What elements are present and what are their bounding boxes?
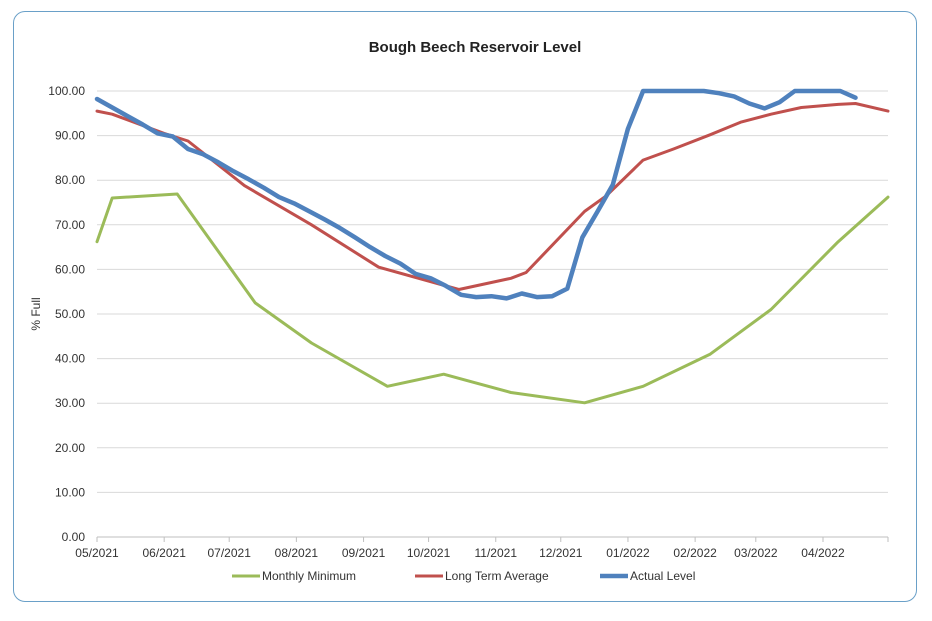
x-tick-label: 12/2021 [539,546,583,560]
x-axis-ticks: 05/2021 06/2021 07/2021 08/2021 09/2021 10/20… [75,537,889,560]
x-tick-label: 04/2022 [801,546,845,560]
y-tick-label: 90.00 [55,129,85,143]
legend-label: Long Term Average [445,569,549,583]
legend-label: Monthly Minimum [262,569,356,583]
y-tick-label: 20.00 [55,441,85,455]
y-tick-label: 50.00 [55,307,85,321]
x-tick-label: 10/2021 [407,546,451,560]
x-tick-label: 06/2021 [142,546,186,560]
x-tick-label: 07/2021 [207,546,251,560]
y-tick-label: 30.00 [55,396,85,410]
x-tick-label: 02/2022 [673,546,717,560]
y-axis-label: % Full [29,297,43,330]
y-tick-label: 0.00 [62,530,86,544]
actual-level-line [94,88,858,301]
legend-item-monthly-minimum: Monthly Minimum [232,569,356,583]
x-tick-label: 03/2022 [734,546,778,560]
x-tick-label: 09/2021 [342,546,386,560]
legend-label: Actual Level [630,569,695,583]
x-tick-label: 11/2021 [475,546,518,560]
legend: Monthly Minimum Long Term Average Actual L… [232,569,695,583]
y-tick-label: 60.00 [55,262,85,276]
legend-item-long-term-average: Long Term Average [415,569,549,583]
x-tick-label: 05/2021 [75,546,119,560]
gridlines [97,90,888,538]
y-tick-label: 70.00 [55,218,85,232]
x-tick-label: 01/2022 [606,546,650,560]
series-lines [94,88,890,405]
y-axis-ticks: 0.00 10.00 20.00 30.00 40.00 50.00 60.00 70.00 8… [48,84,85,544]
legend-item-actual-level: Actual Level [600,569,695,583]
y-tick-label: 100.00 [48,84,85,98]
y-tick-label: 80.00 [55,173,85,187]
chart-title: Bough Beech Reservoir Level [369,39,582,56]
x-tick-label: 08/2021 [275,546,319,560]
long-term-average-line [95,102,890,291]
monthly-minimum-line [95,192,890,405]
y-tick-label: 40.00 [55,352,85,366]
y-tick-label: 10.00 [55,485,85,499]
